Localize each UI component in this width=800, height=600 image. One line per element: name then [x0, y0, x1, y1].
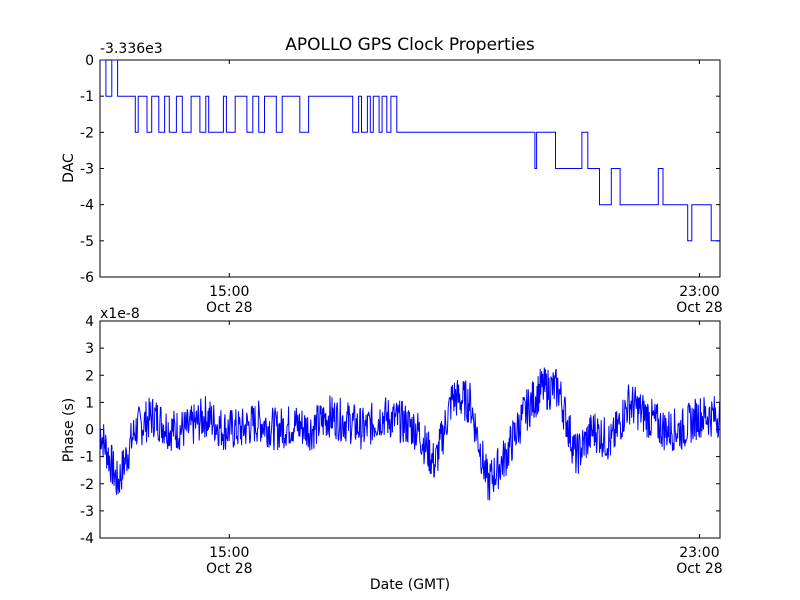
- dac-offset-label: -3.336e3: [100, 41, 163, 57]
- phase-y-ticks: 4 3 2 1 0 -1 -2 -3 -4: [80, 314, 720, 547]
- y-tick-label: -5: [80, 234, 94, 250]
- dac-y-ticks: 0 -1 -2 -3 -4 -5 -6: [80, 53, 720, 286]
- y-tick-label: -3: [80, 162, 94, 178]
- phase-offset-label: x1e-8: [100, 306, 140, 322]
- y-tick-label: -4: [80, 531, 94, 547]
- y-tick-label: -1: [80, 450, 94, 466]
- y-tick-label: 0: [85, 423, 94, 439]
- y-tick-label: 4: [85, 314, 94, 330]
- x-tick-time-label: 23:00: [679, 284, 719, 300]
- y-tick-label: 2: [85, 368, 94, 384]
- phase-series-line: [99, 367, 721, 501]
- y-tick-label: 1: [85, 395, 94, 411]
- x-tick-date-label: Oct 28: [206, 561, 252, 577]
- x-tick-time-label: 15:00: [209, 545, 249, 561]
- x-tick-time-label: 15:00: [209, 284, 249, 300]
- y-tick-label: -3: [80, 504, 94, 520]
- x-tick-date-label: Oct 28: [676, 561, 722, 577]
- y-tick-label: 0: [85, 53, 94, 69]
- y-tick-label: 3: [85, 341, 94, 357]
- phase-y-axis-label: Phase (s): [61, 398, 77, 462]
- chart-title: APOLLO GPS Clock Properties: [285, 35, 535, 55]
- dac-plot-frame: [99, 59, 721, 278]
- x-tick-time-label: 23:00: [679, 545, 719, 561]
- dac-y-axis-label: DAC: [61, 153, 77, 183]
- y-tick-label: -1: [80, 89, 94, 105]
- y-tick-label: -6: [80, 270, 94, 286]
- y-tick-label: -2: [80, 477, 94, 493]
- y-tick-label: -2: [80, 125, 94, 141]
- y-tick-label: -4: [80, 198, 94, 214]
- x-tick-date-label: Oct 28: [206, 300, 252, 316]
- x-axis-label: Date (GMT): [370, 577, 450, 593]
- dac-series-line: [100, 59, 720, 242]
- x-tick-date-label: Oct 28: [676, 300, 722, 316]
